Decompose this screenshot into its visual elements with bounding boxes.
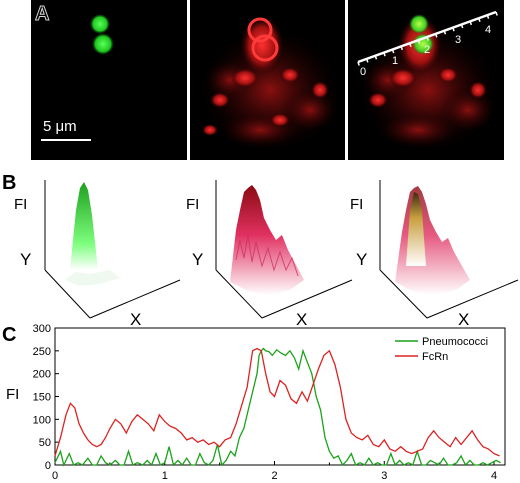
plot-frame <box>54 327 506 466</box>
surface-plot-merge <box>379 180 519 319</box>
profile-line-tick <box>434 33 438 38</box>
panel-label-c: C <box>2 324 17 346</box>
x-tick-label: 2 <box>271 470 277 482</box>
x-axis-label: X <box>130 310 142 329</box>
y-tick-label: 100 <box>33 414 51 426</box>
profile-line-tick <box>374 55 378 60</box>
y-tick-label: 150 <box>33 392 51 404</box>
line-tick-label: 2 <box>424 44 431 56</box>
fcrn-image <box>200 15 340 152</box>
x-tick-label: 3 <box>381 470 387 482</box>
profile-line-ticks <box>357 11 498 66</box>
x-tick-label: 0 <box>52 470 58 482</box>
panel-label-a: A <box>34 3 50 26</box>
line-tick-label: 0 <box>360 66 367 78</box>
pneumococcus-cell <box>90 14 110 34</box>
y-tick-label: 300 <box>33 323 51 335</box>
profile-line-tick <box>486 14 490 19</box>
profile-line-tick <box>452 27 455 32</box>
profile-line-tick <box>383 52 386 57</box>
profile-line-tick <box>426 36 429 41</box>
z-axis-label: FI <box>14 196 28 213</box>
profile-line-tick <box>365 58 369 63</box>
line-tick-label: 3 <box>455 34 462 46</box>
y-axis-label: Y <box>356 250 368 269</box>
profile-line-tick <box>400 46 404 51</box>
y-tick-label: 200 <box>33 369 51 381</box>
surface-plot-pneumococci <box>44 180 181 319</box>
x-tick-label: 1 <box>162 470 168 482</box>
surface-plots <box>44 180 519 319</box>
scale-bar-label: 5 μm <box>43 118 77 135</box>
legend-label: Pneumococci <box>422 336 488 348</box>
x-tick-label: 4 <box>491 470 497 482</box>
series-line-fcrn <box>54 347 500 457</box>
profile-line-tick <box>391 49 395 54</box>
line-tick-label: 1 <box>392 55 399 67</box>
profile-line-tick <box>417 39 421 44</box>
z-axis-label: FI <box>186 196 200 213</box>
micrograph-merge: 0 1 2 3 4 <box>348 0 504 160</box>
y-axis-label: Y <box>192 250 204 269</box>
profile-line-tick <box>357 61 360 66</box>
x-axis-label: X <box>296 310 308 329</box>
y-tick-label: 0 <box>45 460 51 472</box>
pneumococci-image <box>41 14 114 141</box>
y-tick-label: 250 <box>33 346 51 358</box>
micrograph-fcrn <box>190 0 345 160</box>
merge-image <box>357 10 498 152</box>
y-axis-label: Y <box>20 250 32 269</box>
series-line-pneumococci <box>54 347 501 467</box>
profile-line-tick <box>495 11 498 16</box>
profile-line-tick <box>409 43 412 47</box>
profile-line-tick <box>443 30 447 35</box>
x-axis-label: X <box>458 310 470 329</box>
profile-line-tick <box>478 18 481 22</box>
panel-label-b: B <box>2 172 17 194</box>
line-tick-label: 4 <box>485 24 492 36</box>
surface-plot-fcrn <box>215 180 353 319</box>
fluorescence-profile-chart: 0 50 100 150 200 250 300 0 1 2 3 4 Pneumococci FcRn <box>33 323 506 482</box>
legend-label: FcRn <box>422 351 448 363</box>
profile-line-tick <box>460 24 464 29</box>
profile-line-tick <box>469 21 473 26</box>
pneumococcus-cell <box>92 33 114 55</box>
micrograph-pneumococci: 5 μm <box>31 0 187 160</box>
chart-y-label: FI <box>6 386 20 403</box>
z-axis-label: FI <box>350 196 364 213</box>
y-tick-label: 50 <box>39 437 51 449</box>
